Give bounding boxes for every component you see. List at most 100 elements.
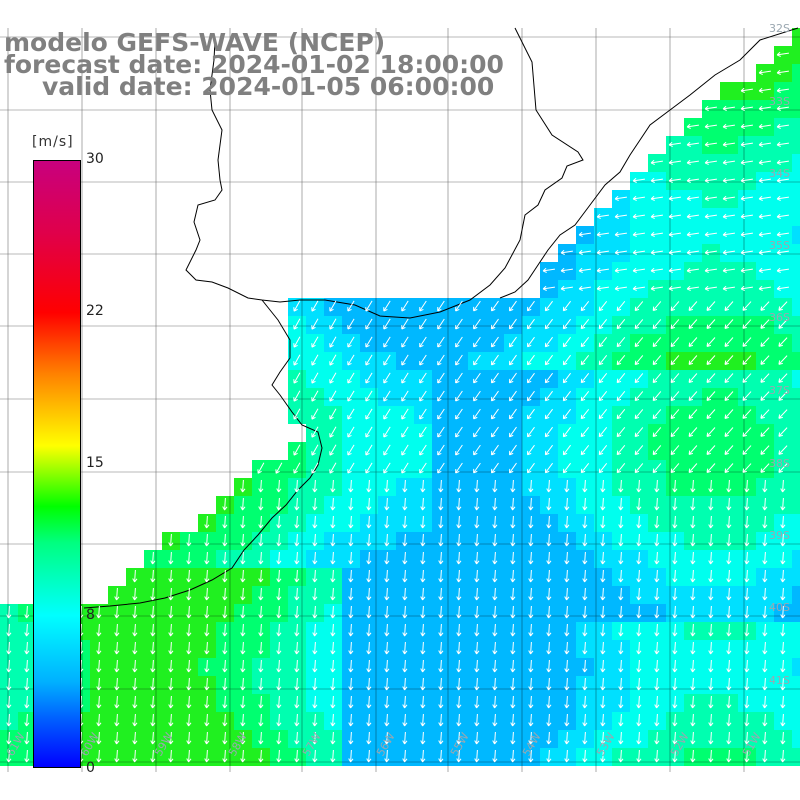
wind-arrow (762, 677, 768, 691)
wind-arrow (762, 731, 768, 745)
wind-arrow (132, 731, 138, 745)
wind-arrow (438, 587, 444, 601)
wind-arrow (347, 372, 355, 384)
wind-arrow (348, 605, 354, 619)
wind-arrow (438, 659, 444, 673)
wind-arrow (473, 462, 481, 474)
wind-arrow (758, 123, 771, 129)
wind-arrow (437, 444, 445, 456)
wind-arrow (402, 695, 408, 709)
wind-arrow (654, 659, 660, 673)
wind-arrow (724, 337, 734, 347)
wind-arrow (366, 677, 372, 691)
wind-speed-cell (720, 406, 738, 424)
wind-arrow (708, 497, 714, 511)
wind-arrow (560, 267, 573, 273)
wind-speed-cell (360, 298, 378, 316)
wind-arrow (582, 533, 588, 547)
wind-speed-cell (666, 424, 684, 442)
wind-arrow (636, 605, 642, 619)
wind-arrow (240, 605, 246, 619)
wind-arrow (168, 623, 174, 637)
wind-arrow (688, 319, 698, 329)
wind-speed-cell (378, 298, 396, 316)
wind-arrow (616, 354, 626, 366)
wind-arrow (668, 231, 681, 237)
wind-arrow (419, 354, 427, 366)
wind-arrow (222, 497, 228, 511)
wind-arrow (528, 623, 534, 637)
wind-arrow (564, 533, 570, 547)
wind-arrow (383, 354, 391, 366)
wind-arrow (419, 426, 427, 438)
wind-arrow (704, 213, 717, 219)
wind-arrow (240, 551, 246, 565)
wind-arrow (492, 497, 498, 511)
wind-arrow (708, 515, 714, 529)
wind-arrow (222, 659, 228, 673)
wind-arrow (456, 713, 462, 727)
wind-arrow (330, 533, 336, 547)
wind-arrow (776, 51, 789, 57)
wind-speed-cell (594, 208, 612, 226)
wind-arrow (708, 533, 714, 547)
wind-speed-cell (342, 424, 360, 442)
wind-arrow (437, 462, 445, 474)
wind-arrow (704, 105, 717, 111)
wind-arrow (614, 231, 627, 237)
wind-arrow (744, 623, 750, 637)
wind-arrow (722, 177, 735, 183)
wind-arrow (474, 479, 480, 493)
wind-arrow (740, 141, 753, 147)
wind-speed-cell (630, 226, 648, 244)
wind-arrow (706, 319, 716, 329)
wind-arrow (510, 695, 516, 709)
wind-arrow (366, 515, 372, 529)
wind-speed-cell (486, 442, 504, 460)
wind-arrow (329, 372, 337, 384)
wind-arrow (636, 479, 642, 493)
wind-arrow (168, 569, 174, 583)
wind-arrow (366, 587, 372, 601)
wind-arrow (616, 372, 626, 384)
wind-arrow (582, 605, 588, 619)
wind-arrow (600, 659, 606, 673)
wind-arrow (706, 373, 716, 383)
wind-arrow (564, 677, 570, 691)
wind-speed-cell (522, 388, 540, 406)
wind-arrow (510, 551, 516, 565)
wind-speed-cell (630, 424, 648, 442)
wind-arrow (762, 515, 768, 529)
wind-arrow (726, 731, 732, 745)
wind-arrow (222, 551, 228, 565)
wind-arrow (6, 659, 12, 673)
wind-arrow (744, 659, 750, 673)
wind-arrow (222, 533, 228, 547)
wind-arrow (384, 605, 390, 619)
wind-arrow (776, 267, 789, 273)
model-title: modelo GEFS-WAVE (NCEP) (4, 28, 386, 57)
wind-arrow (168, 677, 174, 691)
wind-arrow (636, 695, 642, 709)
wind-arrow (455, 390, 463, 402)
wind-speed-cell (684, 424, 702, 442)
wind-arrow (294, 515, 300, 529)
wind-arrow (438, 731, 444, 745)
wind-arrow (690, 497, 696, 511)
wind-arrow (492, 587, 498, 601)
wind-arrow (150, 659, 156, 673)
wind-arrow (762, 659, 768, 673)
wind-arrow (276, 587, 282, 601)
wind-arrow (509, 336, 517, 348)
wind-arrow (670, 355, 680, 366)
wind-arrow (598, 318, 608, 330)
wind-arrow (690, 677, 696, 691)
wind-arrow (420, 479, 426, 493)
wind-arrow (276, 641, 282, 655)
wind-arrow (722, 123, 735, 129)
wind-arrow (330, 515, 336, 529)
wind-speed-cell (702, 100, 720, 118)
wind-speed-cell (468, 460, 486, 478)
wind-arrow (186, 749, 192, 763)
wind-arrow (186, 551, 192, 565)
